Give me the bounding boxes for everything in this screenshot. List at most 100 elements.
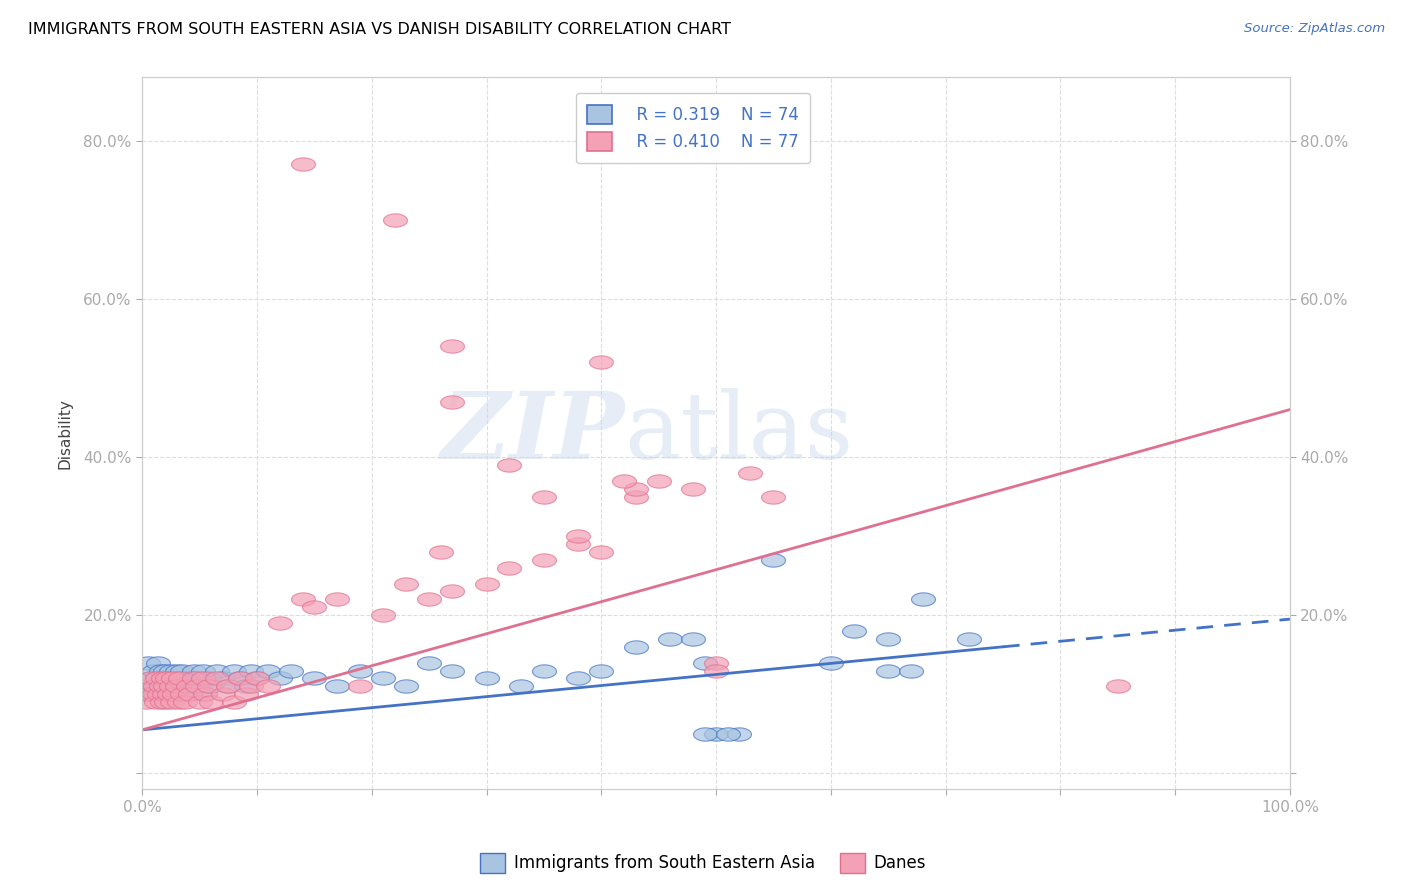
- Point: [139, 672, 162, 686]
- Point: [728, 727, 751, 741]
- Point: [441, 339, 464, 353]
- Point: [157, 679, 180, 693]
- Point: [166, 664, 188, 678]
- Point: [155, 687, 177, 701]
- Point: [197, 672, 219, 686]
- Point: [148, 656, 170, 670]
- Point: [1107, 679, 1129, 693]
- Point: [142, 687, 165, 701]
- Point: [246, 672, 269, 686]
- Point: [716, 727, 738, 741]
- Point: [149, 679, 172, 693]
- Point: [172, 664, 194, 678]
- Point: [148, 679, 170, 693]
- Point: [326, 679, 349, 693]
- Point: [510, 679, 533, 693]
- Point: [591, 664, 613, 678]
- Point: [349, 679, 371, 693]
- Point: [533, 553, 555, 567]
- Point: [291, 157, 314, 171]
- Point: [704, 664, 727, 678]
- Point: [194, 687, 217, 701]
- Point: [441, 584, 464, 599]
- Point: [136, 656, 159, 670]
- Point: [152, 672, 174, 686]
- Point: [820, 656, 842, 670]
- Point: [160, 679, 183, 693]
- Point: [235, 687, 257, 701]
- Point: [441, 664, 464, 678]
- Point: [246, 672, 269, 686]
- Point: [177, 672, 200, 686]
- Point: [163, 679, 186, 693]
- Point: [567, 672, 589, 686]
- Point: [418, 592, 440, 607]
- Point: [163, 687, 186, 701]
- Point: [143, 687, 166, 701]
- Point: [475, 672, 498, 686]
- Y-axis label: Disability: Disability: [58, 398, 72, 468]
- Point: [191, 664, 214, 678]
- Point: [222, 664, 245, 678]
- Point: [911, 592, 934, 607]
- Point: [156, 672, 179, 686]
- Point: [624, 482, 647, 496]
- Point: [384, 212, 406, 227]
- Point: [191, 672, 214, 686]
- Point: [373, 608, 395, 623]
- Point: [591, 545, 613, 559]
- Point: [148, 687, 170, 701]
- Point: [183, 664, 205, 678]
- Point: [229, 672, 252, 686]
- Point: [613, 474, 636, 488]
- Point: [141, 679, 163, 693]
- Point: [877, 632, 900, 646]
- Point: [177, 679, 200, 693]
- Point: [197, 679, 219, 693]
- Point: [160, 664, 183, 678]
- Point: [194, 687, 217, 701]
- Point: [136, 679, 159, 693]
- Point: [373, 672, 395, 686]
- Point: [183, 672, 205, 686]
- Point: [186, 679, 208, 693]
- Point: [142, 664, 165, 678]
- Point: [235, 679, 257, 693]
- Point: [280, 664, 302, 678]
- Point: [877, 664, 900, 678]
- Point: [173, 695, 195, 709]
- Point: [418, 656, 440, 670]
- Point: [704, 656, 727, 670]
- Point: [160, 687, 183, 701]
- Point: [153, 679, 176, 693]
- Point: [155, 695, 177, 709]
- Point: [167, 695, 190, 709]
- Point: [179, 679, 201, 693]
- Point: [145, 695, 167, 709]
- Point: [229, 672, 252, 686]
- Point: [704, 727, 727, 741]
- Point: [188, 679, 211, 693]
- Point: [269, 672, 291, 686]
- Point: [153, 687, 176, 701]
- Point: [304, 672, 326, 686]
- Point: [205, 672, 228, 686]
- Point: [304, 600, 326, 615]
- Point: [139, 687, 162, 701]
- Point: [162, 672, 184, 686]
- Point: [149, 664, 172, 678]
- Point: [217, 679, 239, 693]
- Point: [143, 679, 166, 693]
- Point: [200, 695, 222, 709]
- Point: [153, 664, 176, 678]
- Point: [395, 679, 418, 693]
- Point: [900, 664, 922, 678]
- Point: [624, 490, 647, 504]
- Point: [217, 679, 239, 693]
- Point: [762, 553, 785, 567]
- Point: [291, 592, 314, 607]
- Point: [693, 656, 716, 670]
- Point: [222, 695, 245, 709]
- Point: [188, 695, 211, 709]
- Point: [957, 632, 980, 646]
